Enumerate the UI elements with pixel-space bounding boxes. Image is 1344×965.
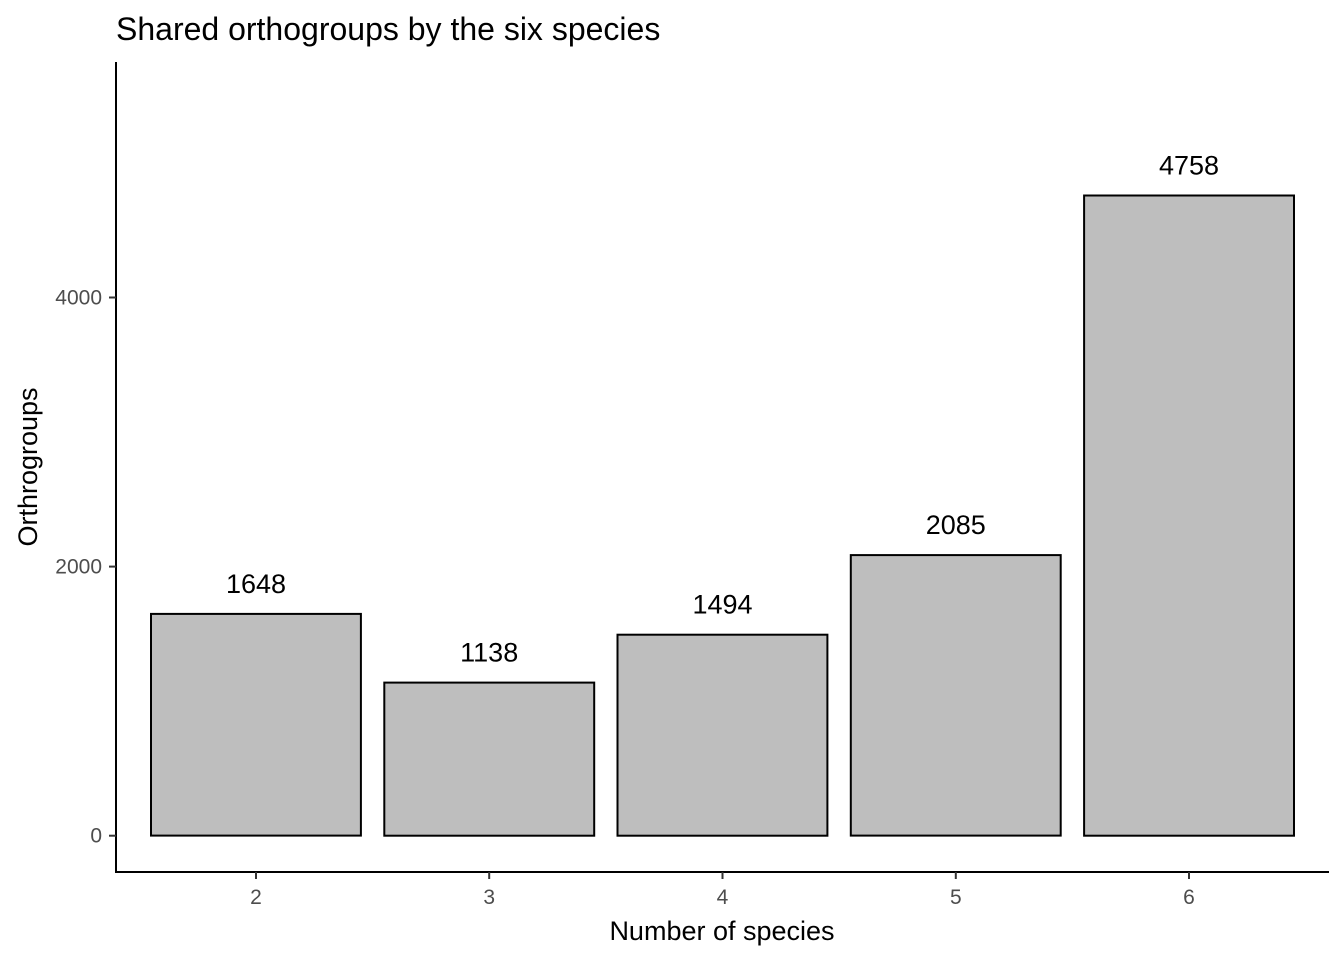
bar-2 — [150, 612, 362, 837]
x-axis-ticks: 2 3 4 5 6 — [250, 872, 1195, 909]
x-tick-label-3: 3 — [483, 886, 495, 909]
x-tick-label-2: 2 — [250, 886, 262, 909]
x-tick-label-4: 4 — [717, 886, 729, 909]
chart-title: Shared orthogroups by the six species — [116, 11, 660, 47]
y-tick-label-4000: 4000 — [55, 287, 102, 310]
bar-3 — [383, 681, 596, 837]
y-axis-ticks: 0 2000 4000 — [55, 287, 116, 848]
data-label-6: 4758 — [1159, 151, 1219, 181]
data-labels-layer: 1648 1138 1494 2085 4758 — [226, 151, 1219, 668]
bar-5 — [849, 554, 1062, 837]
x-axis-title: Number of species — [609, 916, 834, 946]
bar-4 — [616, 633, 829, 837]
bar-6 — [1083, 194, 1295, 837]
data-label-5: 2085 — [926, 510, 986, 540]
x-tick-label-5: 5 — [950, 886, 962, 909]
y-tick-label-0: 0 — [90, 825, 102, 848]
y-tick-label-2000: 2000 — [55, 556, 102, 579]
x-tick-label-6: 6 — [1183, 886, 1195, 909]
y-axis-title: Orthrogroups — [13, 387, 43, 546]
data-label-4: 1494 — [692, 590, 752, 620]
data-label-3: 1138 — [460, 638, 518, 668]
data-label-2: 1648 — [226, 569, 286, 599]
bars-layer — [150, 194, 1295, 837]
